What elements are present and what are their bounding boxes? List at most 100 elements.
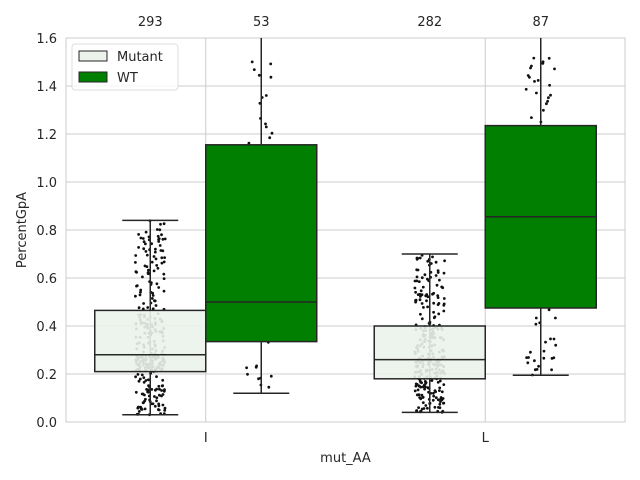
strip-point xyxy=(155,387,159,391)
y-axis-label: PercentGpA xyxy=(15,192,30,268)
strip-point xyxy=(163,237,167,241)
strip-point xyxy=(150,260,154,264)
strip-point xyxy=(161,403,165,407)
strip-point xyxy=(156,234,160,238)
strip-point xyxy=(246,372,249,376)
strip-point xyxy=(135,284,139,287)
strip-point xyxy=(247,141,251,145)
strip-point xyxy=(426,259,430,263)
strip-point xyxy=(434,390,437,394)
box xyxy=(373,325,486,380)
strip-point xyxy=(413,389,417,393)
x-tick-label: L xyxy=(482,431,490,446)
strip-point xyxy=(161,393,165,396)
strip-point xyxy=(152,255,156,258)
strip-point xyxy=(162,222,166,226)
strip-point xyxy=(535,91,538,95)
strip-point xyxy=(250,60,254,64)
strip-point xyxy=(552,356,556,360)
strip-point xyxy=(163,256,167,259)
strip-point xyxy=(134,254,138,257)
count-label: 87 xyxy=(532,15,549,30)
strip-point xyxy=(417,406,420,409)
x-tick-label: I xyxy=(204,431,208,446)
strip-point xyxy=(524,87,528,91)
strip-point xyxy=(419,312,422,316)
strip-point xyxy=(144,242,147,246)
strip-point xyxy=(415,409,418,413)
strip-point xyxy=(420,317,424,321)
strip-point xyxy=(547,56,551,60)
strip-point xyxy=(252,68,256,71)
strip-point xyxy=(155,399,158,403)
count-labels: 293 282 53 87 xyxy=(138,15,549,30)
strip-point xyxy=(442,302,446,306)
y-tick-label: 1.4 xyxy=(36,80,57,95)
strip-point xyxy=(432,310,435,314)
strip-point xyxy=(137,410,141,413)
strip-point xyxy=(160,389,164,392)
strip-point xyxy=(533,359,536,363)
strip-point xyxy=(269,62,273,66)
strip-point xyxy=(154,304,158,307)
strip-point xyxy=(436,294,440,297)
strip-point xyxy=(422,306,425,309)
strip-point xyxy=(154,257,158,261)
strip-point xyxy=(432,301,436,305)
strip-point xyxy=(420,302,424,305)
strip-point xyxy=(528,75,531,79)
strip-point xyxy=(418,292,422,296)
strip-point xyxy=(438,402,442,406)
strip-point xyxy=(245,366,249,370)
strip-point xyxy=(162,260,166,264)
strip-point xyxy=(419,289,423,293)
strip-point xyxy=(142,247,146,251)
strip-point xyxy=(142,376,146,379)
strip-point xyxy=(151,307,155,311)
x-axis-label: mut_AA xyxy=(320,451,371,466)
strip-point xyxy=(418,298,422,302)
strip-point xyxy=(157,286,161,289)
y-tick-label: 0.8 xyxy=(36,224,57,239)
legend-swatch-mutant xyxy=(78,50,108,62)
strip-point xyxy=(532,56,536,60)
strip-point xyxy=(438,379,442,383)
strip-point xyxy=(137,246,141,249)
strip-point xyxy=(160,256,164,260)
strip-point xyxy=(139,290,142,294)
strip-point xyxy=(141,237,145,240)
strip-point xyxy=(143,407,147,411)
strip-point xyxy=(545,102,548,106)
strip-point xyxy=(550,368,553,372)
legend: Mutant WT xyxy=(71,43,179,91)
strip-point xyxy=(135,270,139,274)
strip-point xyxy=(429,262,433,265)
strip-point xyxy=(417,280,421,283)
strip-point xyxy=(438,386,442,390)
strip-point xyxy=(431,255,434,259)
strip-point xyxy=(254,365,258,369)
strip-point xyxy=(144,250,148,253)
strip-point xyxy=(142,302,146,305)
y-tick-label: 1.2 xyxy=(36,128,57,143)
strip-point xyxy=(142,240,146,244)
strip-point xyxy=(436,269,440,272)
strip-point xyxy=(160,384,164,388)
strip-point xyxy=(136,373,140,376)
strip-point xyxy=(145,253,149,257)
strip-point xyxy=(426,406,429,410)
strip-point xyxy=(137,405,140,409)
strip-point xyxy=(442,401,445,405)
strip-point xyxy=(147,378,150,382)
strip-point xyxy=(544,340,547,344)
strip-point xyxy=(542,356,546,360)
strip-point xyxy=(157,240,161,243)
strip-point xyxy=(547,308,551,312)
strip-point xyxy=(134,390,138,394)
strip-point xyxy=(432,291,436,295)
strip-point xyxy=(426,305,429,309)
strip-point xyxy=(153,250,157,254)
strip-point xyxy=(144,379,148,382)
